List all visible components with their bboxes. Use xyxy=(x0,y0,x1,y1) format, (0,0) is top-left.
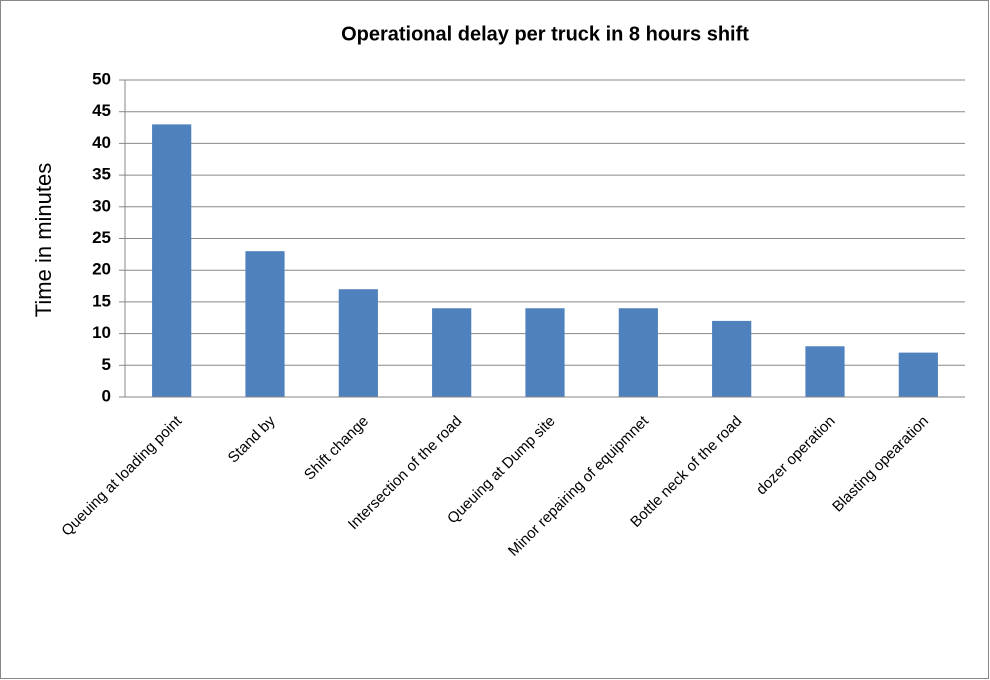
y-tick-label: 10 xyxy=(92,323,111,342)
bar xyxy=(432,308,472,397)
y-tick-label: 5 xyxy=(102,355,111,374)
chart-title: Operational delay per truck in 8 hours s… xyxy=(341,23,749,45)
y-tick-label: 35 xyxy=(92,165,111,184)
bar xyxy=(898,352,938,397)
bar xyxy=(525,308,565,397)
y-tick-label: 50 xyxy=(92,69,111,88)
bar xyxy=(245,251,285,397)
y-tick-label: 15 xyxy=(92,291,111,310)
y-tick-label: 20 xyxy=(92,260,111,279)
bar xyxy=(152,124,192,397)
y-tick-label: 30 xyxy=(92,196,111,215)
y-tick-label: 40 xyxy=(92,133,111,152)
bar xyxy=(805,346,845,397)
bar xyxy=(712,320,752,397)
y-tick-label: 25 xyxy=(92,228,111,247)
y-tick-label: 0 xyxy=(102,386,111,405)
bar xyxy=(338,289,378,397)
bar xyxy=(618,308,658,397)
y-axis-label: Time in minutes xyxy=(31,163,56,317)
y-tick-label: 45 xyxy=(92,101,111,120)
